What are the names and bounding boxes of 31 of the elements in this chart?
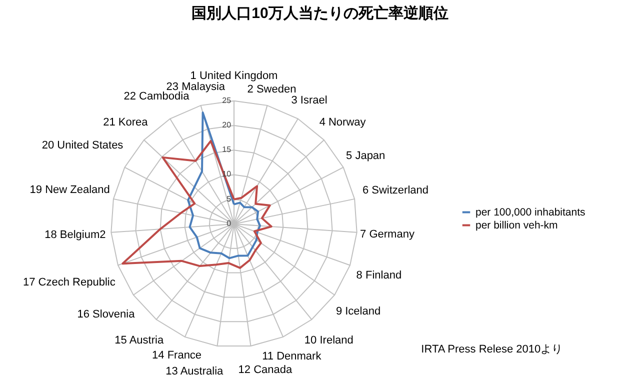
y-tick-label: 15 — [222, 145, 232, 154]
spoke-label: 11 Denmark — [262, 350, 322, 363]
spoke-label: 20 United States — [42, 140, 124, 152]
spoke-label: 14 France — [152, 350, 202, 362]
y-tick-label: 20 — [222, 120, 232, 130]
y-tick-label: 5 — [226, 194, 232, 204]
spoke-label: 15 Austria — [114, 334, 164, 347]
spoke-label: 17 Czech Republic — [23, 276, 116, 289]
spoke-label: 9 Iceland — [336, 306, 381, 318]
spoke-label: 7 Germany — [360, 228, 415, 240]
spoke-label: 13 Australia — [166, 365, 224, 378]
spoke-label: 5 Japan — [346, 150, 386, 162]
y-tick-label: 25 — [222, 96, 232, 105]
spoke-label: 19 New Zealand — [30, 184, 110, 196]
spoke-label: 10 Ireland — [304, 334, 354, 347]
legend-label: per 100,000 inhabitants — [476, 206, 586, 218]
spoke-label: 21 Korea — [103, 116, 149, 129]
text: IRTA Press Relese 2010より — [421, 344, 563, 356]
spoke-label: 4 Norway — [319, 116, 366, 129]
spoke-label: 3 Israel — [291, 94, 328, 106]
legend-label: per billion veh-km — [476, 219, 558, 232]
spoke-label: 12 Canada — [238, 364, 293, 376]
spoke-label: 2 Sweden — [247, 83, 296, 96]
spoke-label: 16 Slovenia — [77, 308, 136, 320]
spoke-label: 18 Belgium2 — [44, 228, 106, 241]
y-tick-label: 0 — [226, 219, 232, 228]
spoke-label: 8 Finland — [356, 270, 402, 282]
chart-title: 国別人口10万人当たりの死亡率逆順位 — [192, 4, 448, 22]
spoke-label: 22 Cambodia — [124, 90, 190, 103]
spoke-label: 1 United Kingdom — [190, 70, 278, 82]
spoke-label: 6 Switzerland — [362, 184, 428, 196]
